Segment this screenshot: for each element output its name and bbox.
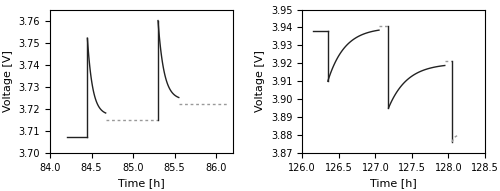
Y-axis label: Voltage [V]: Voltage [V] bbox=[256, 50, 266, 112]
Y-axis label: Voltage [V]: Voltage [V] bbox=[3, 50, 13, 112]
X-axis label: Time [h]: Time [h] bbox=[118, 178, 165, 188]
X-axis label: Time [h]: Time [h] bbox=[370, 178, 417, 188]
